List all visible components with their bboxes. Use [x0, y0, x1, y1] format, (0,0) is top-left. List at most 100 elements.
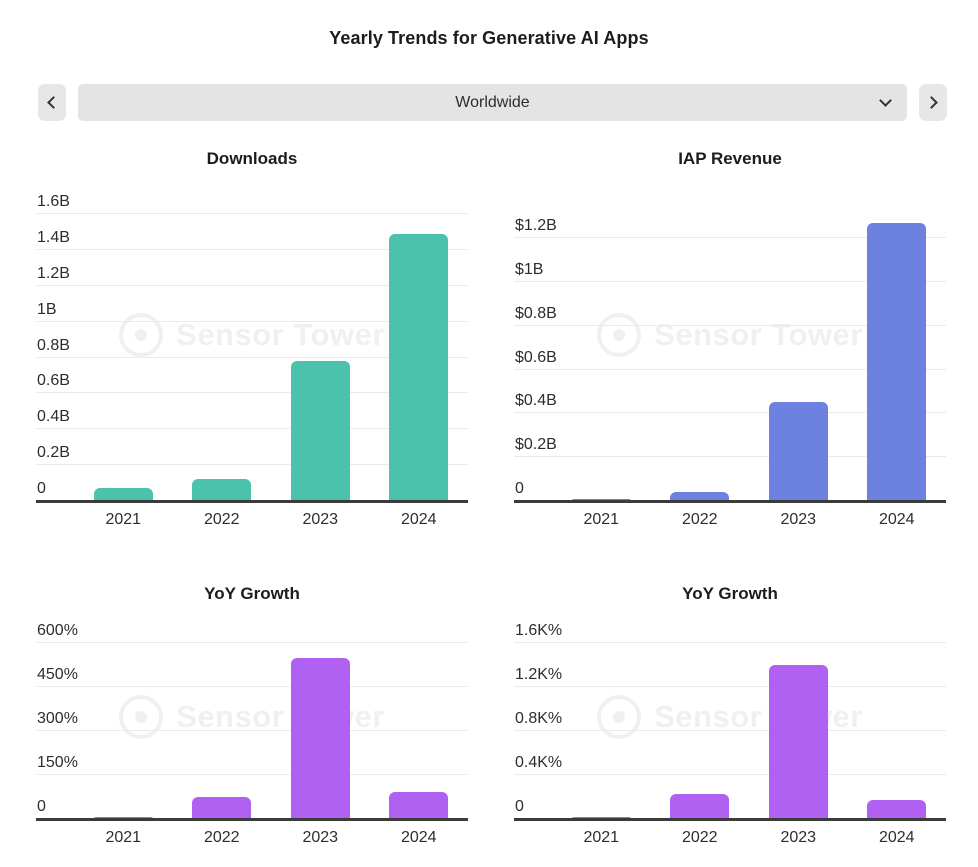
x-tick-label: 2023 — [302, 511, 339, 528]
gridline — [514, 456, 946, 458]
bar-slot — [370, 214, 469, 501]
y-tick-label: 1.2B — [37, 264, 70, 282]
bar-slot — [651, 214, 750, 501]
bar-2021[interactable] — [571, 816, 631, 819]
chart-yoy-growth-revenue: YoY Growth Sensor Tower 0 0.4K% 0.8K% 1.2K%… — [514, 583, 946, 847]
y-tick-label: 0 — [37, 798, 46, 815]
bar-2021[interactable] — [571, 498, 631, 501]
bar-2024[interactable] — [867, 222, 927, 501]
bar-slot — [74, 214, 173, 501]
region-selector[interactable]: Worldwide — [78, 84, 907, 121]
bar-2022[interactable] — [192, 479, 252, 501]
x-axis-line — [514, 818, 946, 821]
gridline — [514, 324, 946, 326]
x-tick-label: 2021 — [105, 829, 142, 846]
previous-region-button[interactable] — [38, 84, 66, 121]
chart-yoy-growth-downloads: YoY Growth Sensor Tower 0 150% 300% 450% 600… — [36, 583, 468, 847]
bar-slot — [552, 643, 651, 819]
bar-2024[interactable] — [389, 792, 449, 819]
gridline — [36, 284, 468, 286]
x-tick-label: 2022 — [681, 511, 718, 528]
y-tick-label: $0.2B — [515, 436, 557, 454]
region-selector-bar: Worldwide — [38, 84, 947, 121]
y-tick-label: $1.2B — [515, 217, 557, 235]
bar-slot — [651, 643, 750, 819]
y-tick-label: 0.2B — [37, 444, 70, 462]
x-tick-label: 2022 — [681, 829, 718, 846]
gridline — [36, 642, 468, 643]
x-tick-label: 2021 — [105, 511, 142, 528]
chart-iap-revenue: IAP Revenue Sensor Tower 0 $0.2B $0.4B $0.6… — [514, 148, 946, 529]
bar-slot — [74, 643, 173, 819]
bar-group — [514, 214, 946, 501]
y-tick-label: 1.6K% — [515, 622, 563, 639]
y-tick-label: 150% — [37, 754, 78, 771]
gridline — [36, 774, 468, 775]
x-axis-labels: 2021 2022 2023 2024 — [36, 510, 468, 529]
bar-2023[interactable] — [768, 402, 828, 501]
iap-revenue-plot-area: Sensor Tower 0 $0.2B $0.4B $0.6B $0.8B $1B $1.… — [514, 214, 946, 503]
x-tick-label: 2023 — [780, 829, 817, 846]
x-axis-labels: 2021 2022 2023 2024 — [514, 510, 946, 529]
bar-slot — [749, 214, 848, 501]
x-tick-label: 2022 — [203, 829, 240, 846]
downloads-plot-area: Sensor Tower 0 0.2B 0.4B 0.6B 0.8B 1B 1.2B 1.4B… — [36, 193, 469, 503]
bar-2024[interactable] — [389, 233, 449, 501]
gridline — [514, 774, 946, 775]
yoy-revenue-plot-area: Sensor Tower 0 0.4K% 0.8K% 1.2K% 1.6K% — [514, 622, 946, 821]
chart-title: YoY Growth — [204, 584, 300, 603]
x-tick-label: 2024 — [400, 829, 437, 846]
chevron-down-icon — [879, 94, 892, 107]
bar-2023[interactable] — [290, 657, 350, 819]
bar-2023[interactable] — [290, 361, 350, 501]
gridline — [36, 356, 468, 358]
gridline — [36, 686, 468, 687]
x-axis-labels: 2021 2022 2023 2024 — [514, 828, 946, 847]
chevron-right-icon — [925, 96, 938, 109]
chart-title: Downloads — [206, 149, 298, 168]
charts-grid: Downloads Sensor Tower 0 0.2B 0.4B 0.6B 0.8B… — [36, 148, 946, 847]
y-tick-label: 450% — [37, 666, 78, 683]
bar-slot — [173, 643, 272, 819]
bar-group — [514, 643, 946, 819]
bar-slot — [173, 214, 272, 501]
gridline — [514, 412, 946, 414]
x-tick-label: 2024 — [878, 829, 915, 846]
bar-group — [36, 643, 468, 819]
gridline — [36, 248, 468, 250]
bar-slot — [749, 643, 848, 819]
bar-2023[interactable] — [768, 665, 828, 819]
bar-2024[interactable] — [867, 800, 927, 819]
bar-2021[interactable] — [93, 816, 153, 819]
y-tick-label: 0.4K% — [515, 754, 563, 771]
chart-title: YoY Growth — [682, 584, 778, 603]
x-axis-line — [514, 500, 946, 503]
next-region-button[interactable] — [919, 84, 947, 121]
bar-2021[interactable] — [93, 488, 153, 501]
y-tick-label: 0.4B — [37, 408, 70, 426]
bar-2022[interactable] — [670, 492, 730, 501]
bar-slot — [271, 214, 370, 501]
bar-slot — [370, 643, 469, 819]
yoy-downloads-plot-area: Sensor Tower 0 150% 300% 450% 600% — [36, 622, 468, 821]
page-title: Yearly Trends for Generative AI Apps — [329, 28, 649, 48]
y-tick-label: 1.6B — [37, 193, 70, 210]
y-tick-label: 0.6B — [37, 372, 70, 390]
y-tick-label: 0.8B — [37, 336, 70, 354]
y-tick-label: 0.8K% — [515, 710, 563, 727]
x-tick-label: 2021 — [583, 511, 620, 528]
bar-slot — [271, 643, 370, 819]
gridline — [36, 464, 468, 466]
y-tick-label: 300% — [37, 710, 78, 727]
bar-slot — [848, 214, 947, 501]
y-tick-label: 0 — [37, 480, 46, 497]
bar-2022[interactable] — [670, 794, 730, 819]
x-tick-label: 2024 — [878, 511, 915, 528]
y-tick-label: 0 — [515, 798, 524, 815]
y-tick-label: 1.4B — [37, 228, 70, 246]
bar-slot — [552, 214, 651, 501]
gridline — [36, 213, 468, 214]
bar-2022[interactable] — [192, 797, 252, 819]
x-tick-label: 2023 — [302, 829, 339, 846]
